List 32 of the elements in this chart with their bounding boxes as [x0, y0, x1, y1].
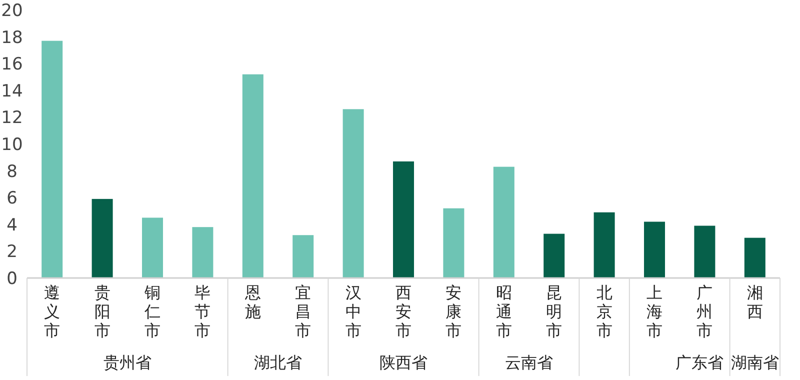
y-tick-label: 6: [6, 188, 18, 209]
x-tick-label: 昆明市: [546, 283, 562, 340]
text: 贵州省: [103, 353, 152, 372]
y-tick-label: 14: [1, 81, 23, 102]
y-tick-label: 16: [1, 54, 23, 75]
y-tick-label: 18: [1, 28, 23, 48]
x-tick-label: 毕节市: [194, 283, 211, 340]
x-tick-label: 安康市: [446, 283, 462, 340]
text: 云南省: [505, 353, 553, 372]
x-tick-label: 上海市: [646, 283, 662, 340]
y-tick-label: 4: [6, 215, 18, 236]
x-tick-label: 广州市: [696, 283, 713, 340]
y-tick-label: 20: [1, 1, 23, 21]
y-tick-label: 2: [6, 242, 18, 262]
x-tick-label: 宜昌市: [295, 283, 312, 340]
x-tick-label: 遵义市: [44, 283, 60, 340]
y-tick-label: 10: [1, 135, 23, 155]
x-tick-label: 昭通市: [496, 283, 512, 340]
x-tick-label: 贵阳市: [94, 283, 110, 340]
text: 陕西省: [380, 353, 428, 372]
text: 广东省: [676, 353, 724, 372]
y-tick-label: 0: [6, 269, 18, 289]
x-tick-label: 湘西: [746, 283, 763, 321]
x-tick-label: 西安市: [396, 283, 412, 340]
x-tick-label: 铜仁市: [144, 283, 160, 340]
text: 湖北省: [254, 353, 302, 372]
text: 湖南省: [730, 353, 779, 372]
y-tick-label: 12: [1, 108, 23, 128]
x-tick-label: 北京市: [596, 283, 612, 340]
x-tick-label: 汉中市: [345, 283, 362, 340]
x-tick-label: 恩施: [244, 283, 261, 321]
y-tick-label: 8: [6, 162, 18, 182]
